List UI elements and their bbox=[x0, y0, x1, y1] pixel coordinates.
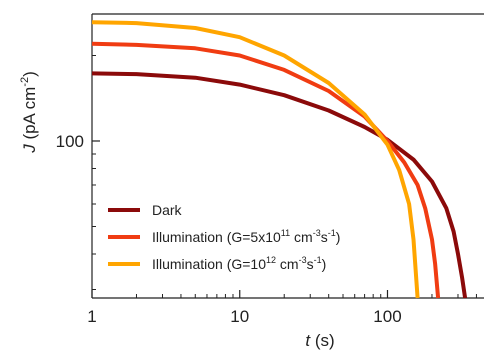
axes bbox=[91, 13, 484, 299]
legend-label-3: Illumination (G=1012 cm-3s-1) bbox=[152, 255, 326, 272]
x-tick-label: 1 bbox=[87, 307, 96, 326]
legend-label-2: Illumination (G=5x1011 cm-3s-1) bbox=[152, 228, 340, 245]
legend-label-1: Dark bbox=[152, 202, 183, 218]
series-line-3 bbox=[91, 20, 420, 299]
legend: Dark Illumination (G=5x1011 cm-3s-1) Illum… bbox=[108, 202, 340, 272]
x-tick-label: 100 bbox=[373, 307, 401, 326]
y-tick-label: 100 bbox=[56, 132, 84, 151]
ticks: 1 10 100 100 bbox=[56, 55, 477, 326]
y-axis-title: J (pA cm-2) bbox=[19, 71, 39, 154]
x-tick-label: 10 bbox=[230, 307, 249, 326]
x-axis-title: t (s) bbox=[305, 331, 334, 350]
series-layer bbox=[91, 20, 468, 299]
